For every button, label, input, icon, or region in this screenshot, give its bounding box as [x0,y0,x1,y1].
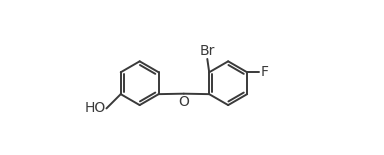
Text: Br: Br [200,44,215,58]
Text: HO: HO [84,101,106,115]
Text: F: F [260,65,268,79]
Text: O: O [178,95,189,109]
